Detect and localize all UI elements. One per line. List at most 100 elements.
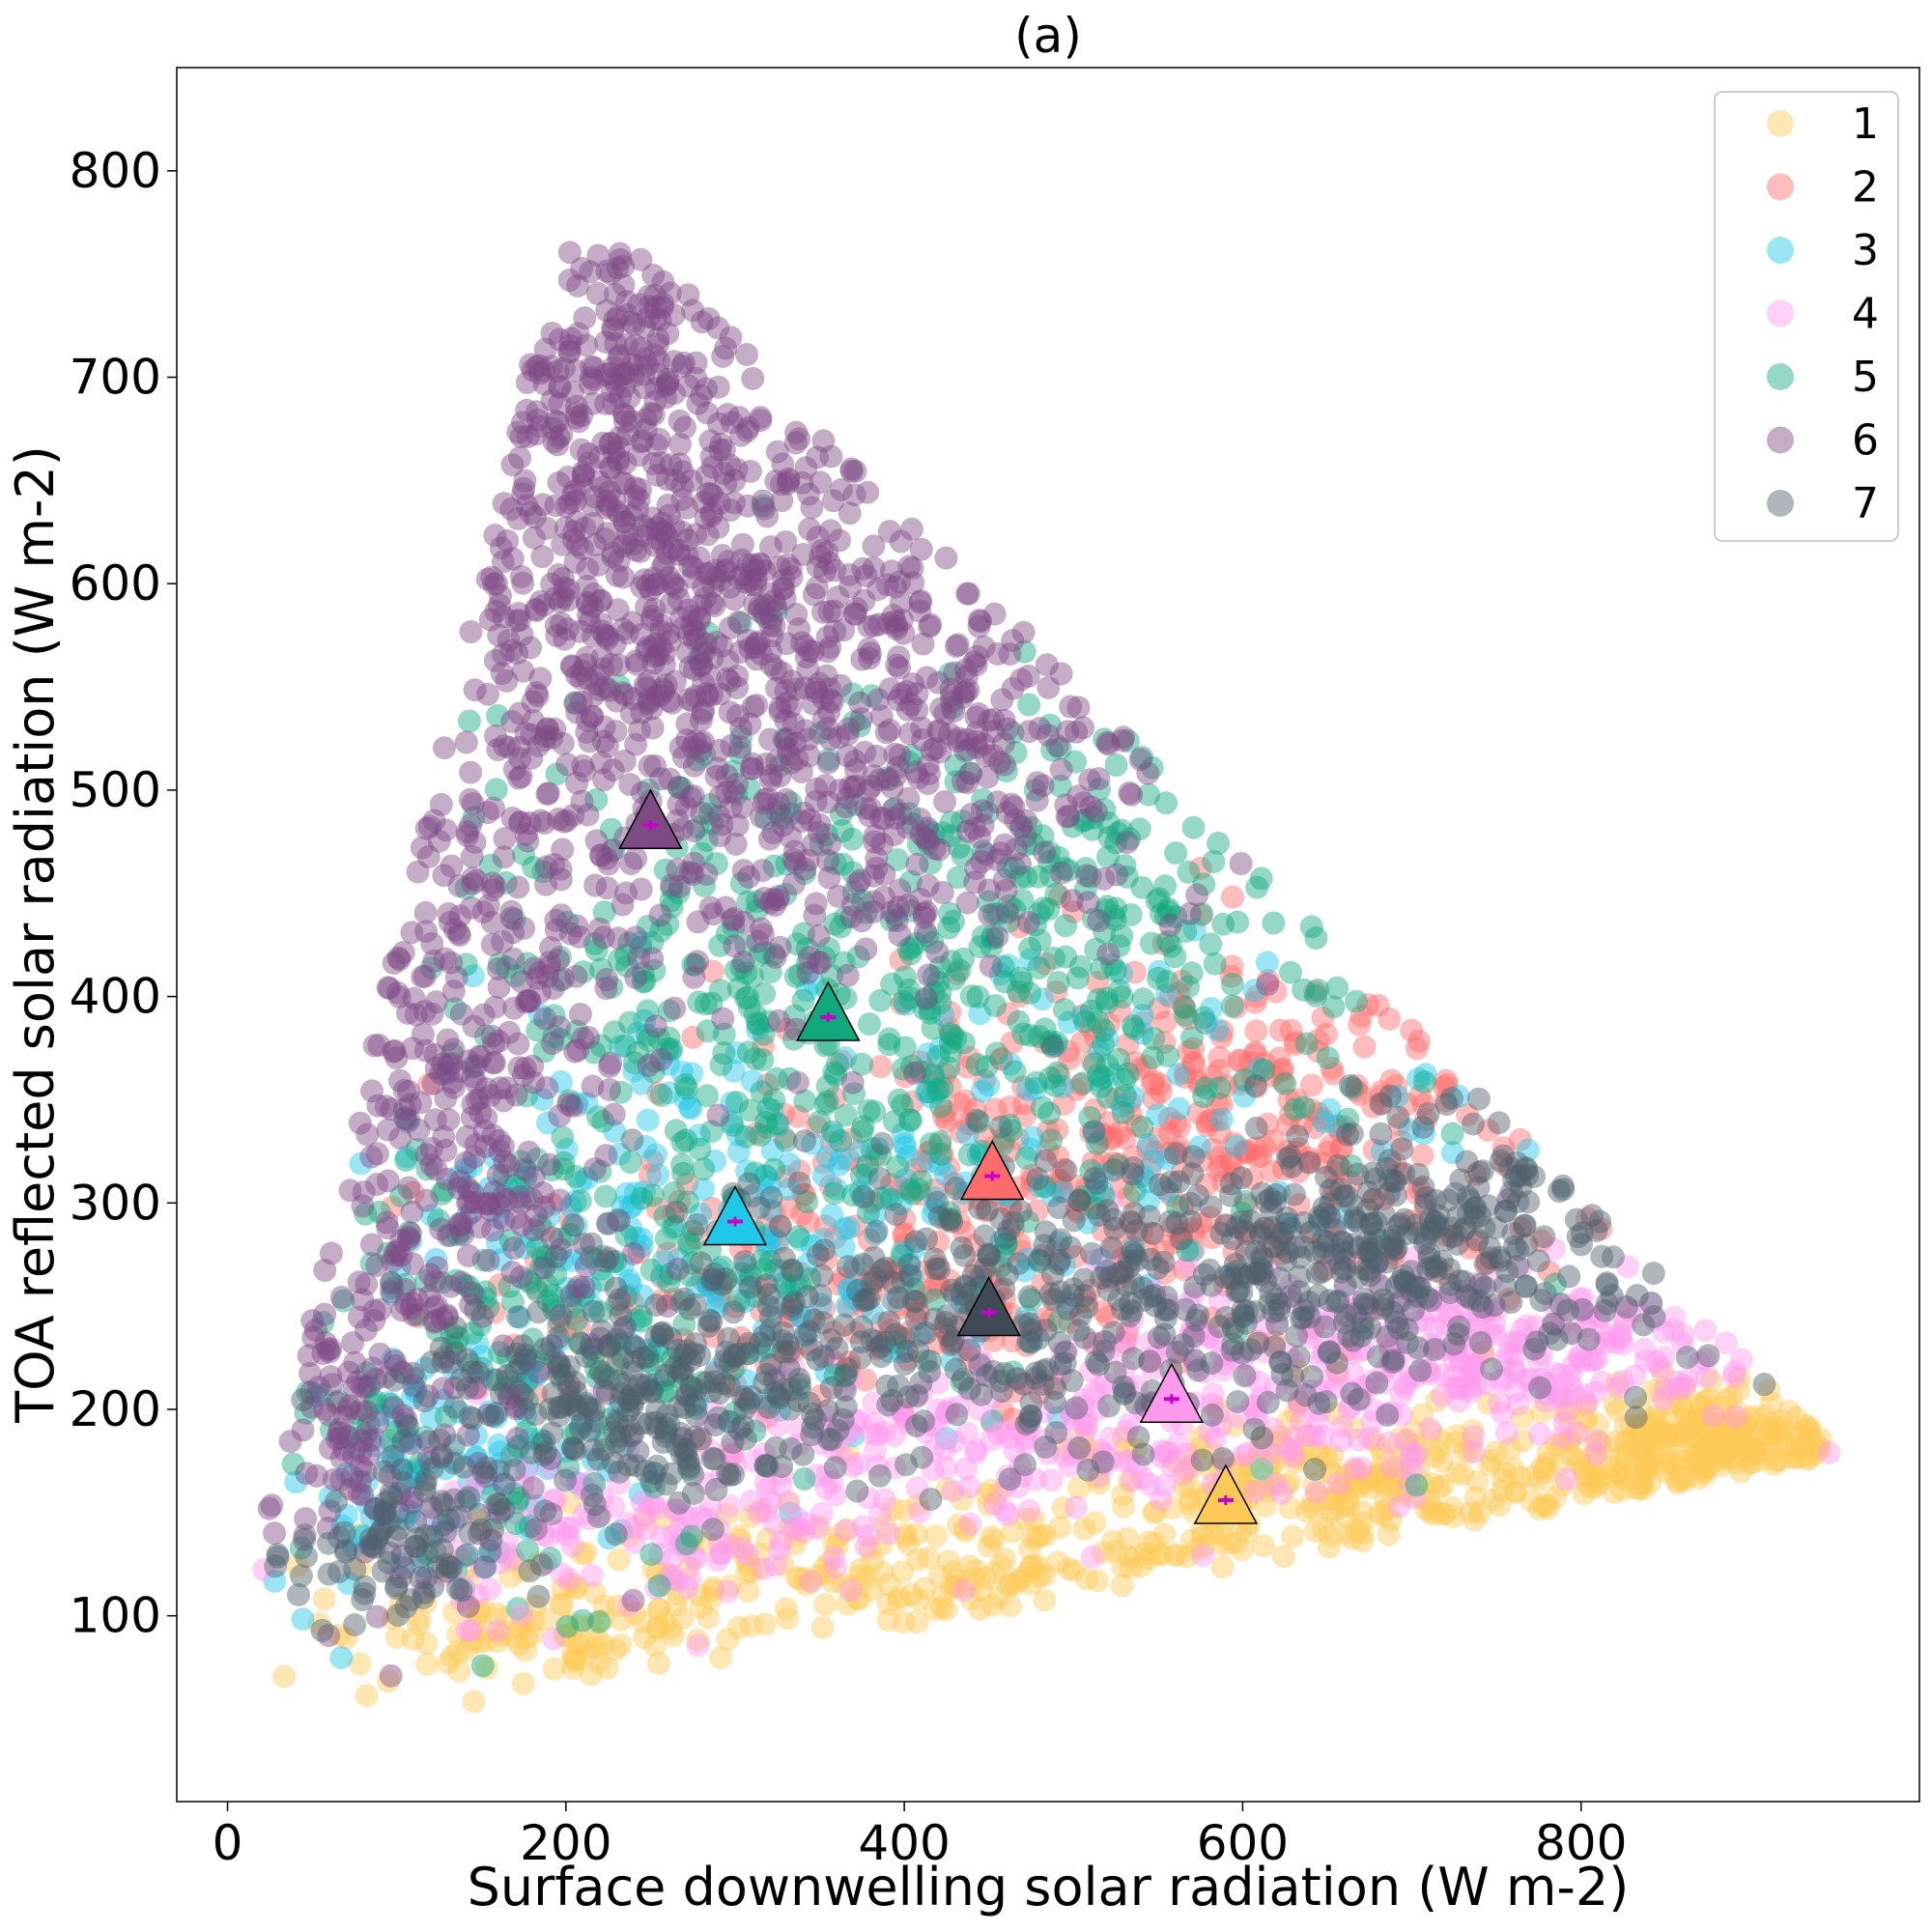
- data-point-6: [818, 519, 842, 543]
- data-point-6: [548, 375, 572, 399]
- data-point-1: [1103, 1539, 1127, 1563]
- data-point-1: [1755, 1431, 1779, 1455]
- data-point-1: [905, 1548, 929, 1572]
- data-point-1: [1679, 1431, 1703, 1455]
- data-point-1: [1532, 1461, 1556, 1485]
- data-point-6: [798, 517, 821, 541]
- data-point-1: [1702, 1412, 1726, 1436]
- data-point-1: [1137, 1547, 1161, 1571]
- data-point-1: [1179, 1487, 1203, 1511]
- data-point-1: [1718, 1418, 1742, 1442]
- data-point-6: [979, 954, 1003, 979]
- data-point-6: [723, 587, 746, 611]
- data-point-6: [624, 965, 648, 989]
- data-point-1: [1320, 1489, 1344, 1513]
- data-point-6: [549, 1303, 573, 1327]
- data-point-1: [950, 1488, 974, 1512]
- data-point-1: [1210, 1554, 1235, 1578]
- data-point-1: [1384, 1466, 1408, 1491]
- data-point-1: [1548, 1453, 1571, 1476]
- data-point-6: [576, 592, 600, 616]
- data-point-1: [1423, 1444, 1446, 1468]
- data-point-5: [639, 1258, 664, 1282]
- data-point-4: [1608, 1322, 1633, 1347]
- data-point-6: [500, 1261, 525, 1285]
- data-point-1: [312, 1587, 336, 1611]
- data-point-6: [569, 690, 593, 714]
- data-point-5: [649, 1083, 673, 1107]
- data-point-5: [1174, 1004, 1198, 1028]
- data-point-1: [776, 1606, 800, 1631]
- data-point-1: [1629, 1396, 1652, 1420]
- data-point-6: [360, 1233, 384, 1257]
- data-point-1: [1178, 1492, 1202, 1517]
- data-point-6: [652, 521, 676, 545]
- data-point-1: [974, 1566, 997, 1590]
- data-point-6: [818, 636, 842, 660]
- data-point-6: [524, 505, 548, 529]
- data-point-6: [956, 582, 980, 606]
- data-point-1: [1658, 1407, 1682, 1432]
- data-point-1: [1625, 1476, 1649, 1500]
- data-point-1: [1598, 1446, 1622, 1470]
- data-point-4: [845, 1452, 869, 1476]
- data-point-1: [1431, 1473, 1455, 1497]
- data-point-6: [451, 1222, 475, 1246]
- data-point-1: [351, 1522, 374, 1547]
- data-point-1: [1465, 1469, 1490, 1493]
- data-point-1: [1391, 1480, 1415, 1504]
- data-point-1: [1654, 1460, 1678, 1484]
- data-point-1: [1305, 1482, 1329, 1506]
- data-point-4: [1722, 1365, 1746, 1389]
- data-point-1: [1666, 1471, 1690, 1495]
- data-point-6: [504, 1083, 528, 1107]
- data-point-4: [1232, 1443, 1256, 1467]
- data-point-6: [501, 947, 526, 971]
- data-point-1: [1721, 1446, 1746, 1470]
- data-point-6: [636, 354, 660, 378]
- data-point-6: [620, 410, 643, 433]
- data-point-1: [873, 1514, 897, 1538]
- data-point-6: [591, 925, 615, 950]
- data-point-6: [595, 846, 618, 870]
- data-point-6: [787, 427, 811, 451]
- data-point-1: [1421, 1421, 1445, 1445]
- data-point-1: [1738, 1406, 1762, 1430]
- data-point-1: [1408, 1438, 1433, 1462]
- data-point-4: [580, 1563, 604, 1587]
- data-point-1: [1690, 1442, 1714, 1466]
- data-point-1: [1124, 1545, 1149, 1569]
- data-point-1: [1189, 1435, 1213, 1459]
- data-point-6: [557, 491, 582, 515]
- data-point-1: [1682, 1424, 1706, 1448]
- data-point-6: [416, 845, 440, 868]
- data-point-1: [810, 1615, 835, 1639]
- data-point-1: [1246, 1446, 1269, 1470]
- data-point-6: [1025, 788, 1049, 812]
- data-point-1: [1695, 1410, 1719, 1435]
- data-point-1: [1508, 1465, 1532, 1490]
- data-point-5: [647, 1574, 671, 1598]
- data-point-1: [1300, 1491, 1324, 1515]
- data-point-4: [455, 1619, 479, 1643]
- data-point-1: [716, 1628, 740, 1651]
- data-point-1: [1373, 1488, 1397, 1512]
- data-point-1: [1743, 1440, 1766, 1464]
- data-point-6: [374, 1094, 398, 1119]
- data-point-1: [1286, 1446, 1309, 1470]
- data-point-1: [1317, 1487, 1341, 1511]
- data-point-1: [1709, 1454, 1733, 1477]
- data-point-1: [1684, 1444, 1707, 1468]
- data-point-1: [1051, 1495, 1075, 1520]
- data-point-5: [937, 916, 961, 940]
- data-point-5: [640, 1183, 665, 1208]
- data-point-4: [763, 1553, 787, 1577]
- data-point-5: [1087, 1010, 1110, 1034]
- data-point-1: [579, 1662, 603, 1687]
- data-point-1: [1804, 1433, 1829, 1457]
- data-point-6: [1059, 695, 1083, 719]
- data-point-6: [715, 763, 739, 787]
- data-point-1: [892, 1610, 916, 1634]
- data-point-6: [711, 344, 735, 368]
- chart-title: (a): [1014, 8, 1082, 64]
